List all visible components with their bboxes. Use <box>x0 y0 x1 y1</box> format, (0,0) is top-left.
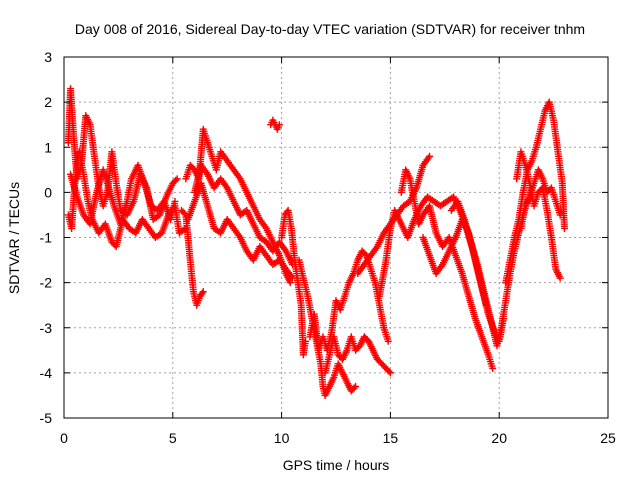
data-point-track-5-132 <box>286 279 294 287</box>
chart-title: Day 008 of 2016, Sidereal Day-to-day VTE… <box>75 21 585 37</box>
x-tick-label: 15 <box>383 430 399 446</box>
data-point-track-19-86 <box>556 274 564 282</box>
x-axis-tick-labels: 0 5 10 15 20 25 <box>60 430 616 446</box>
series-track-7 <box>191 161 296 269</box>
data-point-track-11-96 <box>361 250 369 258</box>
series-track-15 <box>397 166 497 372</box>
x-tick-label: 0 <box>60 430 68 446</box>
y-tick-label: -5 <box>40 410 53 426</box>
y-tick-label: 2 <box>44 94 52 110</box>
data-point-track-20-53 <box>556 211 564 219</box>
data-point-track-10-93 <box>350 384 358 392</box>
series-track-9 <box>278 206 310 359</box>
data-point-track-10-94 <box>352 382 360 390</box>
series-track-4 <box>178 206 207 309</box>
series-track-18 <box>502 98 568 287</box>
series-track-8 <box>267 116 283 133</box>
y-tick-label: -1 <box>40 230 53 246</box>
series-track-6 <box>184 179 296 282</box>
series-track-3 <box>67 161 179 228</box>
series-track-11 <box>306 247 392 354</box>
y-tick-label: -2 <box>40 275 53 291</box>
data-point-track-4-51 <box>199 288 207 296</box>
data-points <box>64 85 568 399</box>
data-point-track-8-8 <box>275 121 283 129</box>
y-tick-label: 3 <box>44 49 52 65</box>
y-tick-label: 0 <box>44 184 52 200</box>
series-track-5 <box>182 125 294 287</box>
y-axis-tick-labels: -5 -4 -3 -2 -1 0 1 2 3 <box>40 49 53 426</box>
data-point-track-15-134 <box>489 364 497 372</box>
data-point-track-11-135 <box>384 337 392 345</box>
series-track-12 <box>321 333 394 377</box>
data-point-track-18-139 <box>560 224 568 232</box>
axis-ticks <box>63 56 609 419</box>
series-track-20 <box>517 166 564 232</box>
data-point-track-12-73 <box>385 367 393 375</box>
data-point-track-1-256 <box>172 176 180 184</box>
data-point-track-3-151 <box>171 197 179 205</box>
y-tick-label: 1 <box>44 139 52 155</box>
data-point-track-4-50 <box>198 289 206 297</box>
y-tick-label: -3 <box>40 320 53 336</box>
y-axis-title: SDTVAR / TECUs <box>6 182 22 294</box>
x-tick-label: 25 <box>600 430 616 446</box>
data-point-track-12-74 <box>386 369 394 377</box>
data-point-track-9-84 <box>302 337 310 345</box>
y-tick-label: -4 <box>40 365 53 381</box>
x-tick-label: 10 <box>274 430 290 446</box>
x-tick-label: 5 <box>169 430 177 446</box>
data-point-track-1-257 <box>173 175 181 183</box>
data-point-track-13-64 <box>426 152 434 160</box>
x-axis-title: GPS time / hours <box>283 457 390 473</box>
x-tick-label: 20 <box>491 430 507 446</box>
